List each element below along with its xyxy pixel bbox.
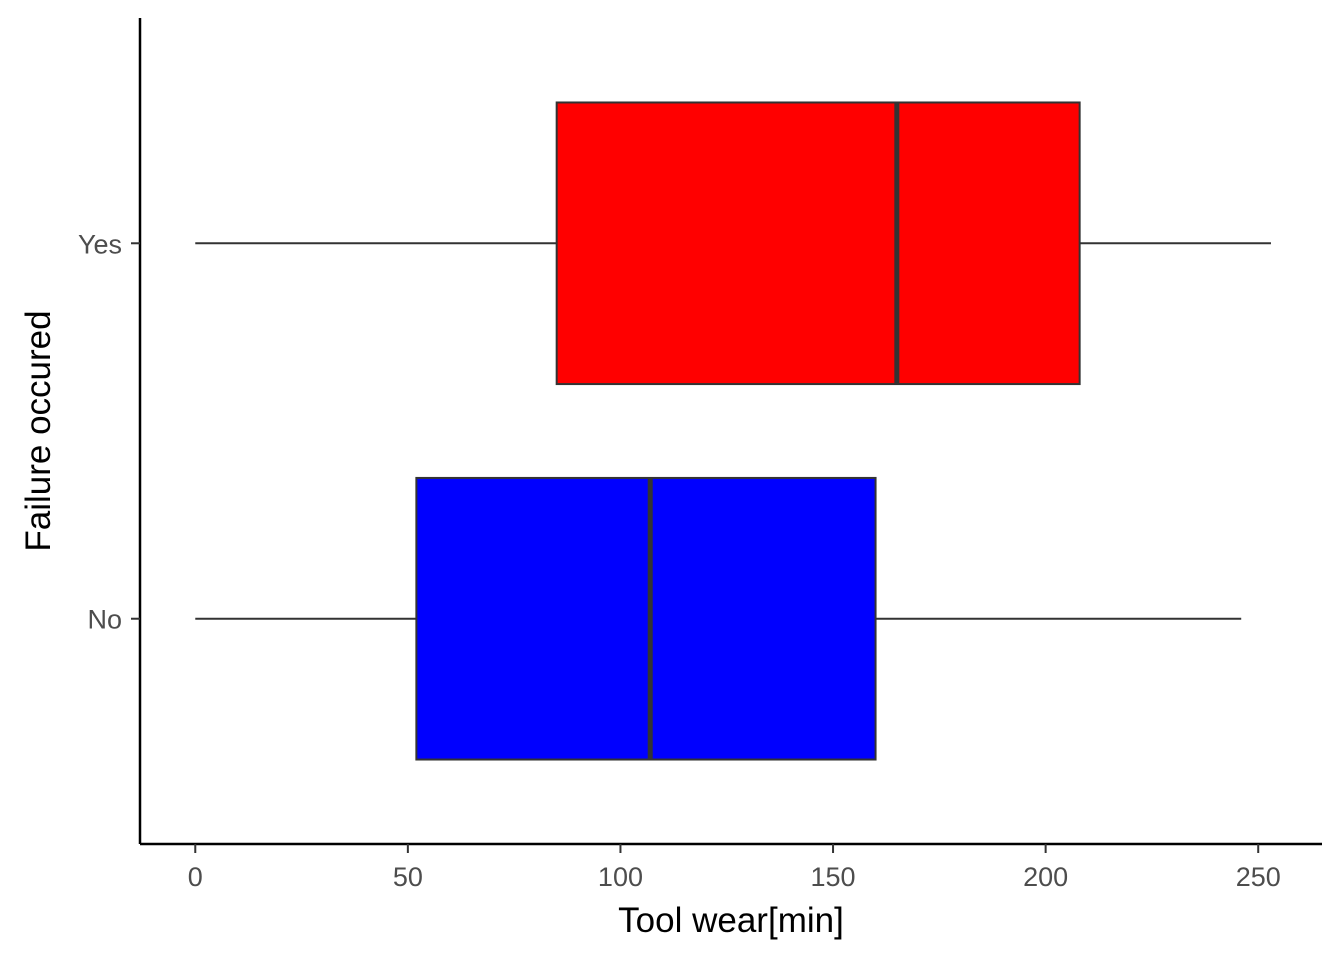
boxes-layer: [195, 101, 1271, 761]
y-axis-ticks: No Yes: [78, 229, 140, 635]
x-axis-ticks: 0 50 100 150 200 250: [188, 844, 1281, 892]
y-axis-title: Failure occured: [19, 310, 58, 551]
x-tick-label: 50: [393, 862, 423, 892]
x-axis-title: Tool wear[min]: [618, 901, 844, 940]
x-tick-label: 250: [1236, 862, 1281, 892]
x-tick-label: 0: [188, 862, 203, 892]
box-yes: [195, 101, 1271, 386]
x-tick-label: 150: [811, 862, 856, 892]
iqr-box-yes: [555, 101, 1081, 386]
box-no: [195, 476, 1242, 761]
x-tick-label: 100: [598, 862, 643, 892]
iqr-box-no: [415, 476, 877, 761]
x-tick-label: 200: [1023, 862, 1068, 892]
y-tick-label: Yes: [78, 229, 122, 259]
y-tick-label: No: [87, 605, 122, 635]
